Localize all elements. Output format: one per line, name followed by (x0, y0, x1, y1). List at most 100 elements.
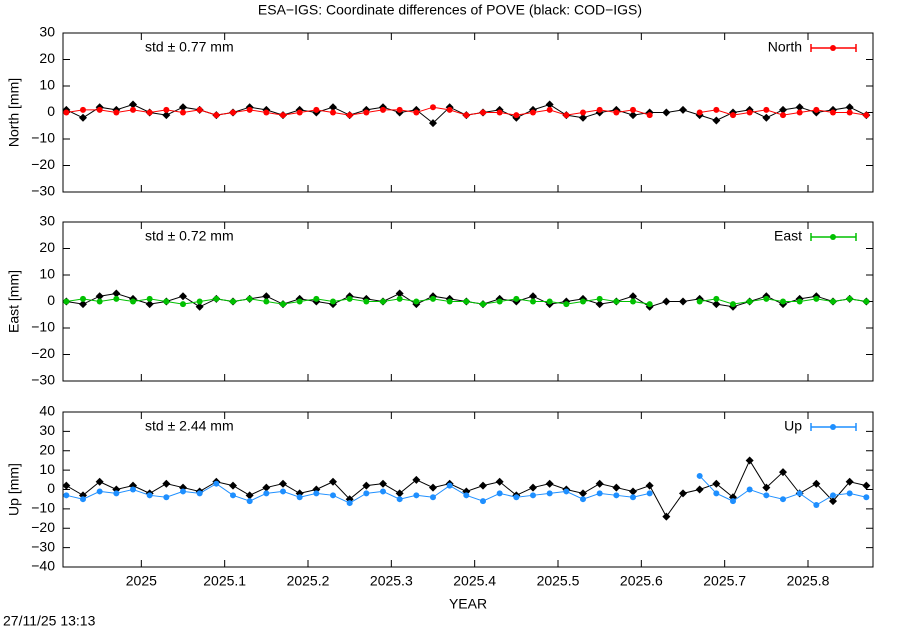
timestamp: 27/11/25 13:13 (3, 613, 96, 629)
point (613, 109, 620, 116)
point (730, 301, 736, 308)
point (130, 486, 136, 493)
point (862, 481, 871, 490)
point (279, 479, 287, 488)
point (313, 490, 320, 497)
point (313, 106, 320, 113)
point (263, 109, 270, 116)
point (796, 298, 803, 305)
y-tick-label: −30 (31, 372, 55, 388)
point (830, 109, 836, 116)
point (595, 300, 604, 309)
point (780, 112, 786, 119)
point (696, 109, 703, 116)
point (612, 483, 621, 492)
point (96, 298, 103, 305)
point (380, 106, 386, 113)
point (545, 479, 554, 488)
point (695, 485, 704, 494)
point (830, 298, 836, 305)
x-tick-label: 2025.3 (370, 573, 413, 589)
point (196, 298, 203, 305)
point (845, 103, 854, 112)
point (513, 295, 520, 302)
point (596, 106, 603, 113)
point (329, 103, 337, 112)
point (762, 483, 771, 492)
point (745, 456, 754, 465)
point (380, 298, 386, 305)
point (313, 295, 320, 302)
point (363, 298, 370, 305)
point (480, 498, 486, 505)
point (846, 490, 853, 497)
y-tick-label: −40 (31, 558, 55, 574)
point (246, 498, 253, 505)
point (463, 298, 470, 305)
y-tick-label: 10 (39, 77, 55, 93)
point (496, 490, 503, 497)
legend-label: Up (784, 418, 802, 434)
point (396, 496, 403, 503)
point (95, 292, 104, 301)
point (280, 301, 286, 308)
point (580, 496, 586, 503)
point (230, 492, 236, 499)
point (730, 498, 736, 505)
point (513, 494, 520, 501)
point (863, 298, 870, 305)
point (63, 298, 70, 305)
point (296, 494, 303, 501)
point (596, 295, 603, 302)
legend-label: East (774, 228, 802, 244)
y-tick-label: 20 (39, 239, 55, 255)
point (662, 297, 671, 306)
point (679, 297, 687, 306)
point (280, 488, 286, 495)
y-tick-label: −10 (31, 500, 55, 516)
point (580, 298, 586, 305)
point (396, 106, 403, 113)
point (396, 295, 403, 302)
y-tick-label: 20 (39, 50, 55, 66)
point (446, 298, 453, 305)
x-tick-label: 2025.7 (703, 573, 746, 589)
point (546, 298, 553, 305)
point (746, 486, 753, 493)
point (746, 298, 753, 305)
point (213, 112, 220, 119)
x-tick-label: 2025.8 (787, 573, 830, 589)
point (180, 301, 186, 308)
point (763, 295, 770, 302)
point (846, 109, 853, 116)
point (146, 295, 153, 302)
point (329, 477, 337, 486)
point (80, 496, 86, 503)
point (795, 103, 804, 112)
y-tick-label: 30 (39, 213, 55, 229)
x-tick-label: 2025.1 (203, 573, 246, 589)
point (229, 481, 237, 490)
y-tick-label: 10 (39, 461, 55, 477)
point (712, 116, 721, 125)
point (446, 482, 453, 489)
point (763, 106, 770, 113)
annotation: std ± 0.77 mm (145, 39, 234, 55)
y-tick-label: 40 (39, 403, 55, 419)
point (595, 479, 604, 488)
y-tick-label: 30 (39, 422, 55, 438)
y-axis-label: East [mm] (6, 270, 22, 333)
point (80, 295, 86, 302)
point (63, 109, 70, 116)
x-tick-label: 2025.6 (620, 573, 663, 589)
point (780, 496, 786, 503)
point (263, 298, 270, 305)
point (213, 295, 220, 302)
point (713, 295, 720, 302)
point (679, 489, 687, 498)
point (713, 106, 720, 113)
point (346, 112, 353, 119)
point (262, 292, 271, 301)
point (363, 490, 370, 497)
point (145, 300, 154, 309)
